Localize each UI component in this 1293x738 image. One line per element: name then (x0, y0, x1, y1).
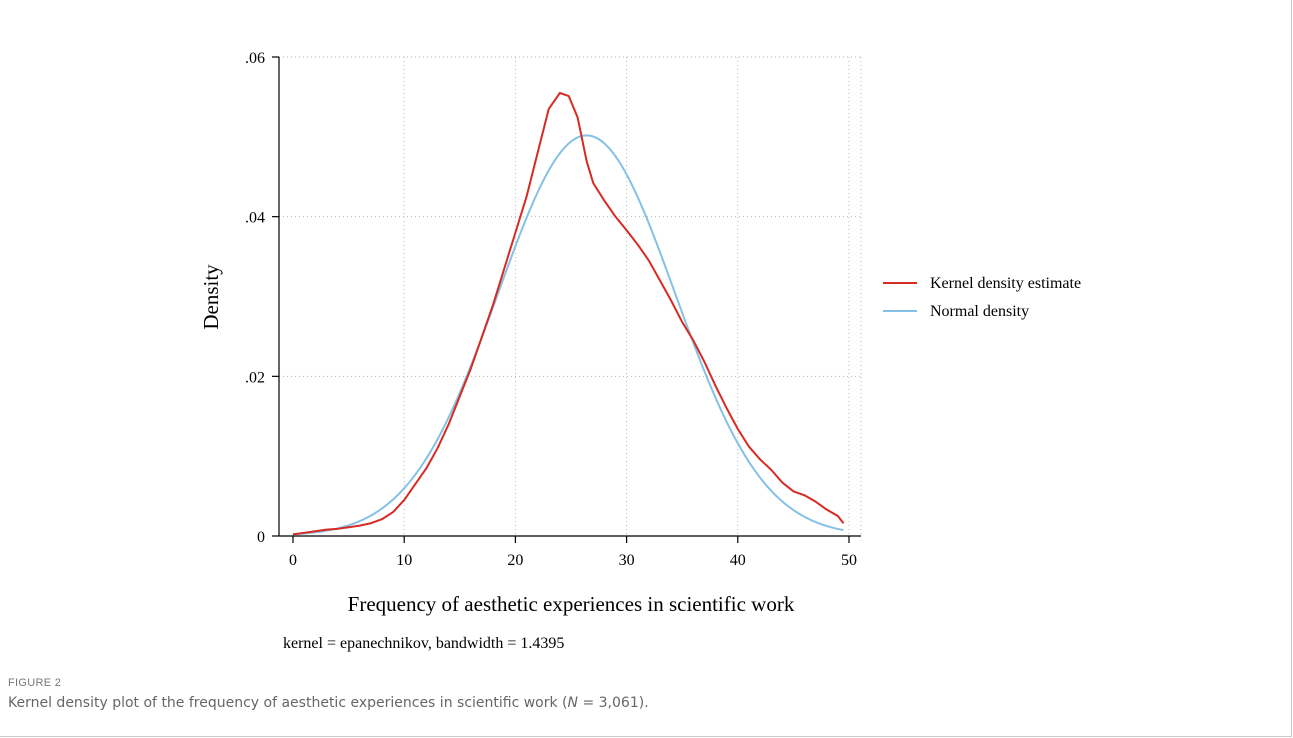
legend: Kernel density estimate Normal density (883, 275, 1081, 320)
x-tick-label: 30 (619, 552, 635, 569)
x-tick-label: 40 (730, 552, 746, 569)
y-tick-label: 0 (257, 529, 265, 546)
x-tick-label: 10 (396, 552, 412, 569)
y-tick-label: .04 (245, 210, 265, 227)
y-tick-label: .06 (245, 50, 265, 67)
axes: 0 10 20 30 40 50 0 .02 .04 .06 (245, 50, 861, 569)
caption-text-start: Kernel density plot of the frequency of … (8, 695, 568, 711)
caption-n-symbol: N (567, 695, 579, 711)
grid-lines (279, 56, 862, 536)
legend-label: Kernel density estimate (930, 275, 1081, 292)
x-tick-label: 50 (841, 552, 857, 569)
figure-label: FIGURE 2 (8, 677, 62, 689)
series-line-normal-density (292, 134, 844, 536)
legend-label: Normal density (930, 303, 1029, 320)
figure-caption: Kernel density plot of the frequency of … (8, 695, 649, 711)
x-axis-label: Frequency of aesthetic experiences in sc… (348, 592, 795, 616)
x-tick-label: 20 (507, 552, 523, 569)
y-tick-label: .02 (245, 369, 265, 386)
x-tick-label: 0 (289, 552, 297, 569)
caption-text-end: = 3,061). (578, 695, 649, 711)
kernel-density-chart: 0 10 20 30 40 50 0 .02 .04 .06 Kernel density est… (199, 50, 1081, 652)
y-axis-label: Density (199, 264, 223, 330)
series-layer (292, 91, 845, 536)
series-line-kernel-density (292, 91, 845, 536)
kernel-note: kernel = epanechnikov, bandwidth = 1.439… (283, 635, 564, 652)
